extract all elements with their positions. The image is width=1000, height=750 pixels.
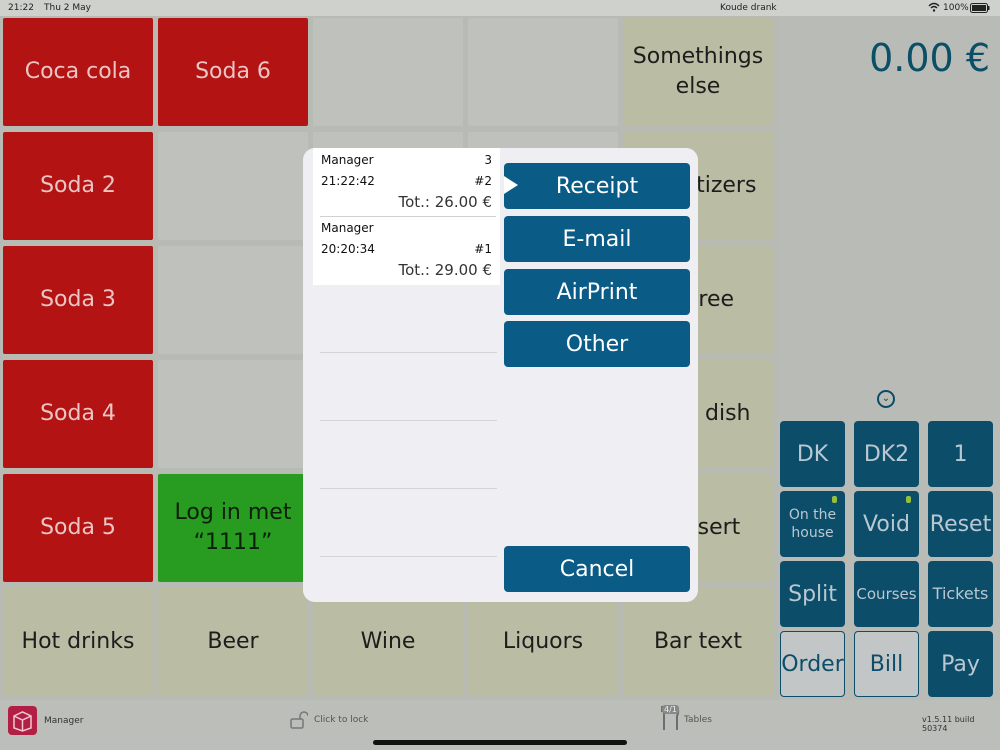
tickets-button[interactable]: Tickets [928, 561, 993, 627]
divider [320, 216, 496, 217]
order-total: 0.00 € [869, 36, 990, 80]
receipt-list: Manager 3 21:22:42 #2 Tot.: 26.00 € Mana… [313, 148, 500, 285]
battery-percent: 100% [943, 3, 969, 13]
lock-label[interactable]: Click to lock [314, 715, 369, 725]
cancel-button[interactable]: Cancel [504, 546, 690, 592]
other-button[interactable]: Other [504, 321, 690, 367]
email-button[interactable]: E-mail [504, 216, 690, 262]
divider [320, 556, 497, 557]
status-bar: 21:22 Thu 2 May Koude drank 100% [0, 0, 1000, 16]
reset-button[interactable]: Reset [928, 491, 993, 557]
product-tile[interactable]: Soda 3 [3, 246, 153, 354]
status-category: Koude drank [720, 3, 777, 13]
empty-tile [313, 18, 463, 126]
receipt-number: #2 [474, 174, 492, 188]
category-tile[interactable]: Somethings else [623, 18, 773, 126]
bill-button[interactable]: Bill [854, 631, 919, 697]
status-time: 21:22 [8, 3, 34, 13]
receipt-time: 20:20:34 [321, 242, 375, 256]
wifi-icon [928, 2, 940, 15]
category-tile[interactable]: Beer [158, 588, 308, 696]
receipt-item[interactable]: Manager 20:20:34 #1 Tot.: 29.00 € [321, 221, 496, 283]
order-button[interactable]: Order [780, 631, 845, 697]
empty-tile [158, 360, 308, 468]
void-button[interactable]: Void [854, 491, 919, 557]
on-the-house-label: On the house [788, 507, 837, 541]
on-the-house-button[interactable]: On the house [780, 491, 845, 557]
category-tile[interactable]: Hot drinks [3, 588, 153, 696]
lock-icon[interactable] [290, 711, 309, 733]
receipt-count: 3 [484, 153, 492, 167]
category-tile[interactable]: Liquors [468, 588, 618, 696]
receipt-number: #1 [474, 242, 492, 256]
status-date: Thu 2 May [44, 3, 91, 13]
dk-button[interactable]: DK [780, 421, 845, 487]
tables-label[interactable]: Tables [684, 715, 712, 725]
receipt-user: Manager [321, 153, 374, 167]
product-tile[interactable]: Coca cola [3, 18, 153, 126]
empty-tile [158, 132, 308, 240]
product-tile[interactable]: Soda 6 [158, 18, 308, 126]
divider [320, 420, 497, 421]
chevron-down-icon[interactable]: ⌄ [877, 390, 895, 408]
current-user: Manager [44, 716, 84, 726]
airprint-button[interactable]: AirPrint [504, 269, 690, 315]
receipt-total: Tot.: 26.00 € [398, 193, 492, 211]
login-tile[interactable]: Log in met “1111” [158, 474, 308, 582]
courses-button[interactable]: Courses [854, 561, 919, 627]
dk2-button[interactable]: DK2 [854, 421, 919, 487]
empty-tile [468, 18, 618, 126]
receipt-button[interactable]: Receipt [504, 163, 690, 209]
receipt-user: Manager [321, 221, 374, 235]
product-tile[interactable]: Soda 2 [3, 132, 153, 240]
home-indicator [373, 740, 627, 745]
indicator-led [906, 496, 911, 503]
void-label: Void [863, 511, 910, 537]
receipt-total: Tot.: 29.00 € [398, 261, 492, 279]
battery-icon [970, 3, 990, 16]
product-tile[interactable]: Soda 5 [3, 474, 153, 582]
indicator-led [832, 496, 837, 503]
disclosure-arrow-icon [504, 176, 518, 194]
print-receipt-dialog: Manager 3 21:22:42 #2 Tot.: 26.00 € Mana… [303, 148, 698, 602]
category-tile[interactable]: Bar text [623, 588, 773, 696]
category-tile[interactable]: Wine [313, 588, 463, 696]
receipt-item[interactable]: Manager 3 21:22:42 #2 Tot.: 26.00 € [321, 153, 496, 215]
receipt-time: 21:22:42 [321, 174, 375, 188]
divider [320, 352, 497, 353]
version-label: v1.5.11 build 50374 [922, 715, 975, 733]
quantity-button[interactable]: 1 [928, 421, 993, 487]
divider [320, 488, 497, 489]
tables-badge: 4/1 [662, 705, 679, 714]
product-tile[interactable]: Soda 4 [3, 360, 153, 468]
empty-tile [158, 246, 308, 354]
pay-button[interactable]: Pay [928, 631, 993, 697]
app-logo-icon[interactable] [8, 706, 37, 735]
split-button[interactable]: Split [780, 561, 845, 627]
